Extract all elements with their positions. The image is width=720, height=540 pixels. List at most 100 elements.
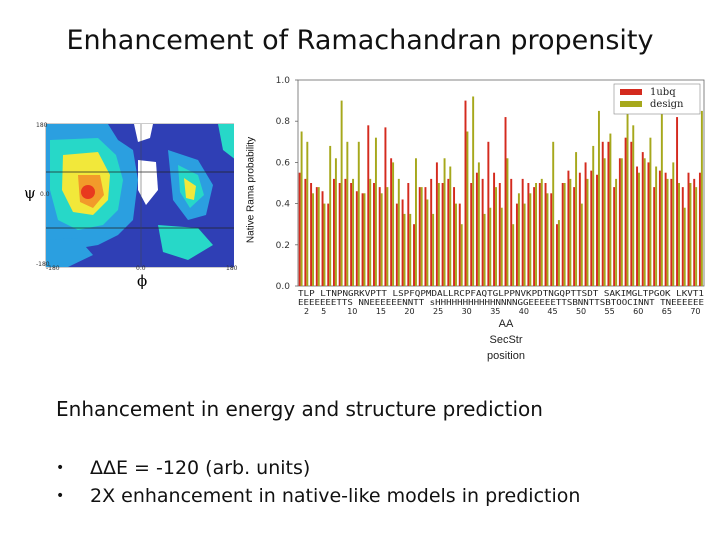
bar-1ubq bbox=[413, 224, 415, 286]
bar-1ubq bbox=[441, 183, 444, 286]
bar-design bbox=[523, 203, 526, 286]
legend-swatch bbox=[620, 101, 642, 107]
bar-1ubq bbox=[556, 224, 558, 286]
bar-1ubq bbox=[384, 127, 387, 286]
bar-design bbox=[672, 162, 675, 286]
bar-design bbox=[500, 207, 503, 286]
bar-1ubq bbox=[653, 187, 656, 286]
bar-1ubq bbox=[344, 178, 347, 286]
bar-1ubq bbox=[333, 178, 335, 286]
bar-design bbox=[489, 207, 492, 286]
bar-design bbox=[386, 187, 389, 286]
bar-1ubq bbox=[338, 183, 341, 286]
rama-xtick-mid: 0.0 bbox=[136, 265, 146, 272]
bar-design bbox=[312, 193, 315, 286]
position-tick-label: 65 bbox=[662, 307, 672, 316]
bar-design bbox=[557, 220, 560, 286]
bar-1ubq bbox=[355, 191, 358, 286]
bar-design bbox=[563, 183, 566, 286]
bar-design bbox=[477, 162, 480, 286]
bar-1ubq bbox=[596, 174, 598, 286]
bar-design bbox=[638, 172, 640, 286]
bar-design bbox=[575, 152, 578, 286]
bar-1ubq bbox=[613, 187, 616, 286]
bar-1ubq bbox=[590, 170, 593, 286]
position-tick-label: 15 bbox=[376, 307, 386, 316]
bar-1ubq bbox=[515, 203, 518, 286]
x-label-secstr: SecStr bbox=[489, 334, 523, 346]
bar-1ubq bbox=[418, 187, 421, 286]
bullet-dot-icon: • bbox=[56, 488, 65, 504]
bar-1ubq bbox=[447, 178, 450, 286]
bar-1ubq bbox=[298, 172, 301, 286]
bar-design bbox=[495, 187, 497, 286]
rama-xtick-left: -180 bbox=[46, 265, 60, 272]
bar-1ubq bbox=[453, 187, 456, 286]
bar-design bbox=[649, 137, 652, 286]
position-tick-label: 40 bbox=[519, 307, 529, 316]
bar-1ubq bbox=[378, 187, 381, 286]
y-tick-label: 0.2 bbox=[276, 241, 290, 251]
bar-design bbox=[426, 199, 429, 286]
position-tick-label: 60 bbox=[633, 307, 643, 316]
bar-design bbox=[300, 131, 303, 286]
bar-1ubq bbox=[458, 203, 461, 286]
bar-1ubq bbox=[641, 152, 644, 286]
bar-1ubq bbox=[367, 125, 370, 286]
bar-1ubq bbox=[487, 141, 490, 286]
position-tick-label: 2 bbox=[304, 307, 309, 316]
position-tick-label: 25 bbox=[433, 307, 443, 316]
x-label-position: position bbox=[487, 350, 525, 362]
bar-design bbox=[678, 183, 680, 286]
bar-design bbox=[334, 158, 337, 286]
bar-1ubq bbox=[498, 183, 501, 286]
y-tick-label: 0.4 bbox=[276, 200, 291, 210]
bar-1ubq bbox=[504, 117, 507, 286]
bar-design bbox=[512, 224, 515, 286]
subheading: Enhancement in energy and structure pred… bbox=[56, 397, 543, 421]
bar-design bbox=[529, 193, 532, 286]
bar-1ubq bbox=[544, 183, 547, 286]
bar-design bbox=[569, 178, 572, 286]
psi-axis-label: ψ bbox=[24, 184, 36, 202]
bar-1ubq bbox=[321, 191, 324, 286]
bar-1ubq bbox=[658, 170, 661, 286]
bar-design bbox=[306, 141, 309, 286]
bar-design bbox=[689, 183, 692, 286]
bar-design bbox=[552, 141, 555, 286]
bar-1ubq bbox=[304, 178, 307, 286]
rama-ytick-mid: 0.0 bbox=[40, 191, 50, 198]
bar-1ubq bbox=[550, 193, 553, 286]
legend-swatch bbox=[620, 89, 642, 95]
bar-design bbox=[317, 187, 320, 286]
rama-xtick-right: 180 bbox=[226, 265, 238, 272]
bar-1ubq bbox=[630, 141, 633, 286]
bar-1ubq bbox=[493, 172, 496, 286]
bar-design bbox=[517, 193, 520, 286]
bar-1ubq bbox=[601, 141, 604, 286]
rama-ytick-top: 180 bbox=[36, 122, 48, 129]
bar-design bbox=[420, 187, 423, 286]
bar-1ubq bbox=[470, 183, 473, 286]
position-tick-label: 55 bbox=[605, 307, 615, 316]
bar-1ubq bbox=[578, 172, 581, 286]
bar-design bbox=[466, 131, 469, 286]
bar-1ubq bbox=[361, 193, 364, 286]
bar-design bbox=[655, 166, 658, 286]
bar-1ubq bbox=[435, 162, 438, 286]
bar-1ubq bbox=[521, 178, 524, 286]
bar-design bbox=[380, 193, 383, 286]
bar-1ubq bbox=[527, 183, 530, 286]
bar-design bbox=[592, 145, 595, 286]
aa-sequence: TLP LTNPNGRKVPTT LSPFQPMDALLRCPFAQTGLPPN… bbox=[298, 289, 704, 298]
bar-design bbox=[660, 110, 663, 287]
bar-1ubq bbox=[310, 183, 313, 286]
bar-design bbox=[455, 203, 457, 286]
bar-design bbox=[483, 213, 486, 286]
bar-1ubq bbox=[350, 183, 353, 286]
legend-label: 1ubq bbox=[650, 87, 676, 98]
rama-ytick-bottom: -180 bbox=[36, 261, 50, 268]
bar-1ubq bbox=[584, 162, 587, 286]
bar-1ubq bbox=[618, 158, 621, 286]
bar-design bbox=[397, 178, 400, 286]
